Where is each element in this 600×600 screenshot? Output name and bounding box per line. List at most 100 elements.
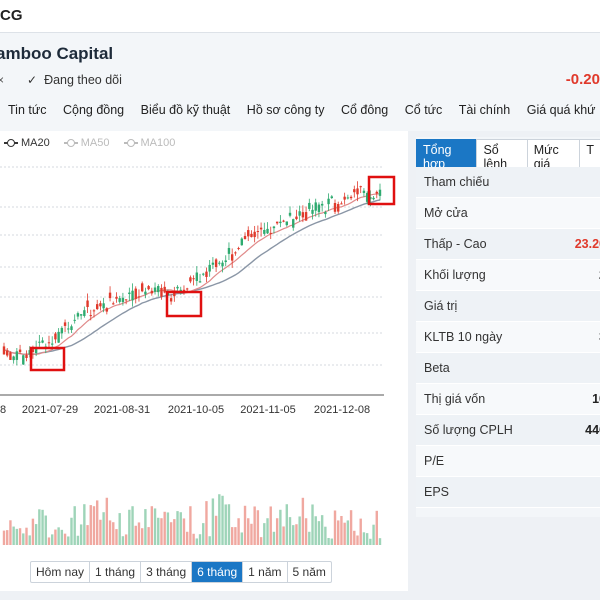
volume-bar xyxy=(263,523,266,545)
x-tick-label: 2021-10-05 xyxy=(168,404,224,416)
stat-label: Thị giá vốn xyxy=(424,392,486,406)
stat-label: Khối lượng xyxy=(424,268,486,282)
x-tick-label: 2021-12-08 xyxy=(314,404,370,416)
volume-bar xyxy=(214,515,218,545)
legend-label: MA20 xyxy=(21,137,50,149)
volume-bar xyxy=(57,527,60,545)
period-button-1[interactable]: 1 tháng xyxy=(90,562,142,582)
volume-bar xyxy=(298,516,301,545)
candle-body xyxy=(73,319,76,321)
candle-body xyxy=(337,204,340,212)
legend-item-ma20[interactable]: MA20 xyxy=(4,137,50,149)
nav-tab-1[interactable]: Cộng đồng xyxy=(62,103,125,117)
legend-label: MA50 xyxy=(80,137,110,149)
candle-body xyxy=(314,202,317,211)
candle-body xyxy=(51,343,54,345)
stat-label: Số lượng CPLH xyxy=(424,423,513,437)
candle-body xyxy=(124,299,128,301)
volume-bar xyxy=(346,520,350,545)
nav-tab-4[interactable]: Cổ đông xyxy=(340,103,389,117)
candle-body xyxy=(259,227,263,230)
candle-body xyxy=(269,232,272,234)
candle-body xyxy=(250,233,253,238)
close-icon[interactable]: × xyxy=(0,73,5,87)
volume-bar xyxy=(83,504,86,545)
volume-bar xyxy=(18,528,22,545)
candle-body xyxy=(137,296,141,298)
volume-bar xyxy=(34,524,38,545)
volume-bar xyxy=(108,520,112,545)
volume-bar xyxy=(22,533,25,545)
stat-row: EPS xyxy=(416,477,600,508)
candle-body xyxy=(198,281,202,283)
nav-tab-2[interactable]: Biểu đồ kỹ thuật xyxy=(140,103,231,117)
stat-row: Giá trị xyxy=(416,291,600,322)
candle-body xyxy=(140,283,144,292)
candle-body xyxy=(153,287,157,292)
volume-bar xyxy=(157,517,160,545)
candle-body xyxy=(134,288,137,299)
candle-body xyxy=(256,231,260,233)
candle-body xyxy=(205,271,208,277)
nav-tab-0[interactable]: Tin tức xyxy=(8,103,47,117)
company-name: amboo Capital xyxy=(0,44,114,63)
candle-body xyxy=(92,310,96,312)
volume-bar xyxy=(44,515,47,545)
volume-bar xyxy=(92,506,96,545)
candle-body xyxy=(237,248,240,250)
candle-body xyxy=(38,341,41,343)
volume-bar xyxy=(378,538,382,545)
volume-bar xyxy=(317,521,321,545)
volume-bar xyxy=(76,535,80,545)
volume-bar xyxy=(89,505,92,545)
volume-bar xyxy=(176,511,179,545)
nav-tab-7[interactable]: Giá quá khứ xyxy=(526,103,596,117)
candle-body xyxy=(2,346,6,355)
follow-label: Đang theo dõi xyxy=(44,73,122,87)
price-chart[interactable]: 8 2021-07-29 2021-08-31 2021-10-05 2021-11-0… xyxy=(0,155,408,550)
nav-tab-3[interactable]: Hồ sơ công ty xyxy=(246,103,325,117)
volume-bar xyxy=(304,518,308,545)
legend-item-ma50[interactable]: MA50 xyxy=(63,137,110,149)
volume-bar xyxy=(73,506,76,545)
volume-bar xyxy=(301,497,305,545)
volume-bar xyxy=(9,520,12,545)
ticker-symbol: CG xyxy=(0,7,23,24)
period-button-2[interactable]: 3 tháng xyxy=(141,562,193,582)
volume-bar xyxy=(247,518,250,545)
follow-button[interactable]: ✓ Đang theo dõi xyxy=(27,73,122,87)
volume-bar xyxy=(79,524,83,545)
candle-body xyxy=(272,226,276,229)
candle-body xyxy=(308,202,311,209)
candle-body xyxy=(22,355,25,365)
period-button-4[interactable]: 1 năm xyxy=(243,562,288,582)
stat-row: KLTB 10 ngày3 xyxy=(416,322,600,353)
volume-bar xyxy=(308,531,311,545)
candle-body xyxy=(295,216,298,220)
candle-body xyxy=(327,198,330,205)
period-button-0[interactable]: Hôm nay xyxy=(31,562,91,582)
candle-body xyxy=(9,352,12,360)
volume-bar xyxy=(124,534,128,545)
candle-body xyxy=(185,288,189,290)
volume-bar xyxy=(324,526,327,545)
candle-body xyxy=(63,322,67,326)
volume-bar xyxy=(202,523,205,545)
period-button-5[interactable]: 5 năm xyxy=(292,565,326,579)
period-button-3[interactable]: 6 tháng xyxy=(192,562,244,582)
candle-body xyxy=(275,221,279,224)
nav-tab-6[interactable]: Tài chính xyxy=(458,103,511,117)
candle-body xyxy=(362,190,366,193)
legend-item-ma100[interactable]: MA100 xyxy=(123,137,175,149)
stat-row: Mở cửa xyxy=(416,198,600,229)
volume-bar xyxy=(375,510,378,545)
candle-body xyxy=(253,231,256,238)
volume-bar xyxy=(166,512,170,545)
nav-tab-5[interactable]: Cổ tức xyxy=(404,103,443,117)
highlight-box xyxy=(165,290,203,318)
candle-body xyxy=(118,298,121,302)
volume-bar xyxy=(198,534,202,545)
volume-bar xyxy=(51,534,54,545)
candle-body xyxy=(214,259,218,268)
volume-bar xyxy=(25,527,28,545)
